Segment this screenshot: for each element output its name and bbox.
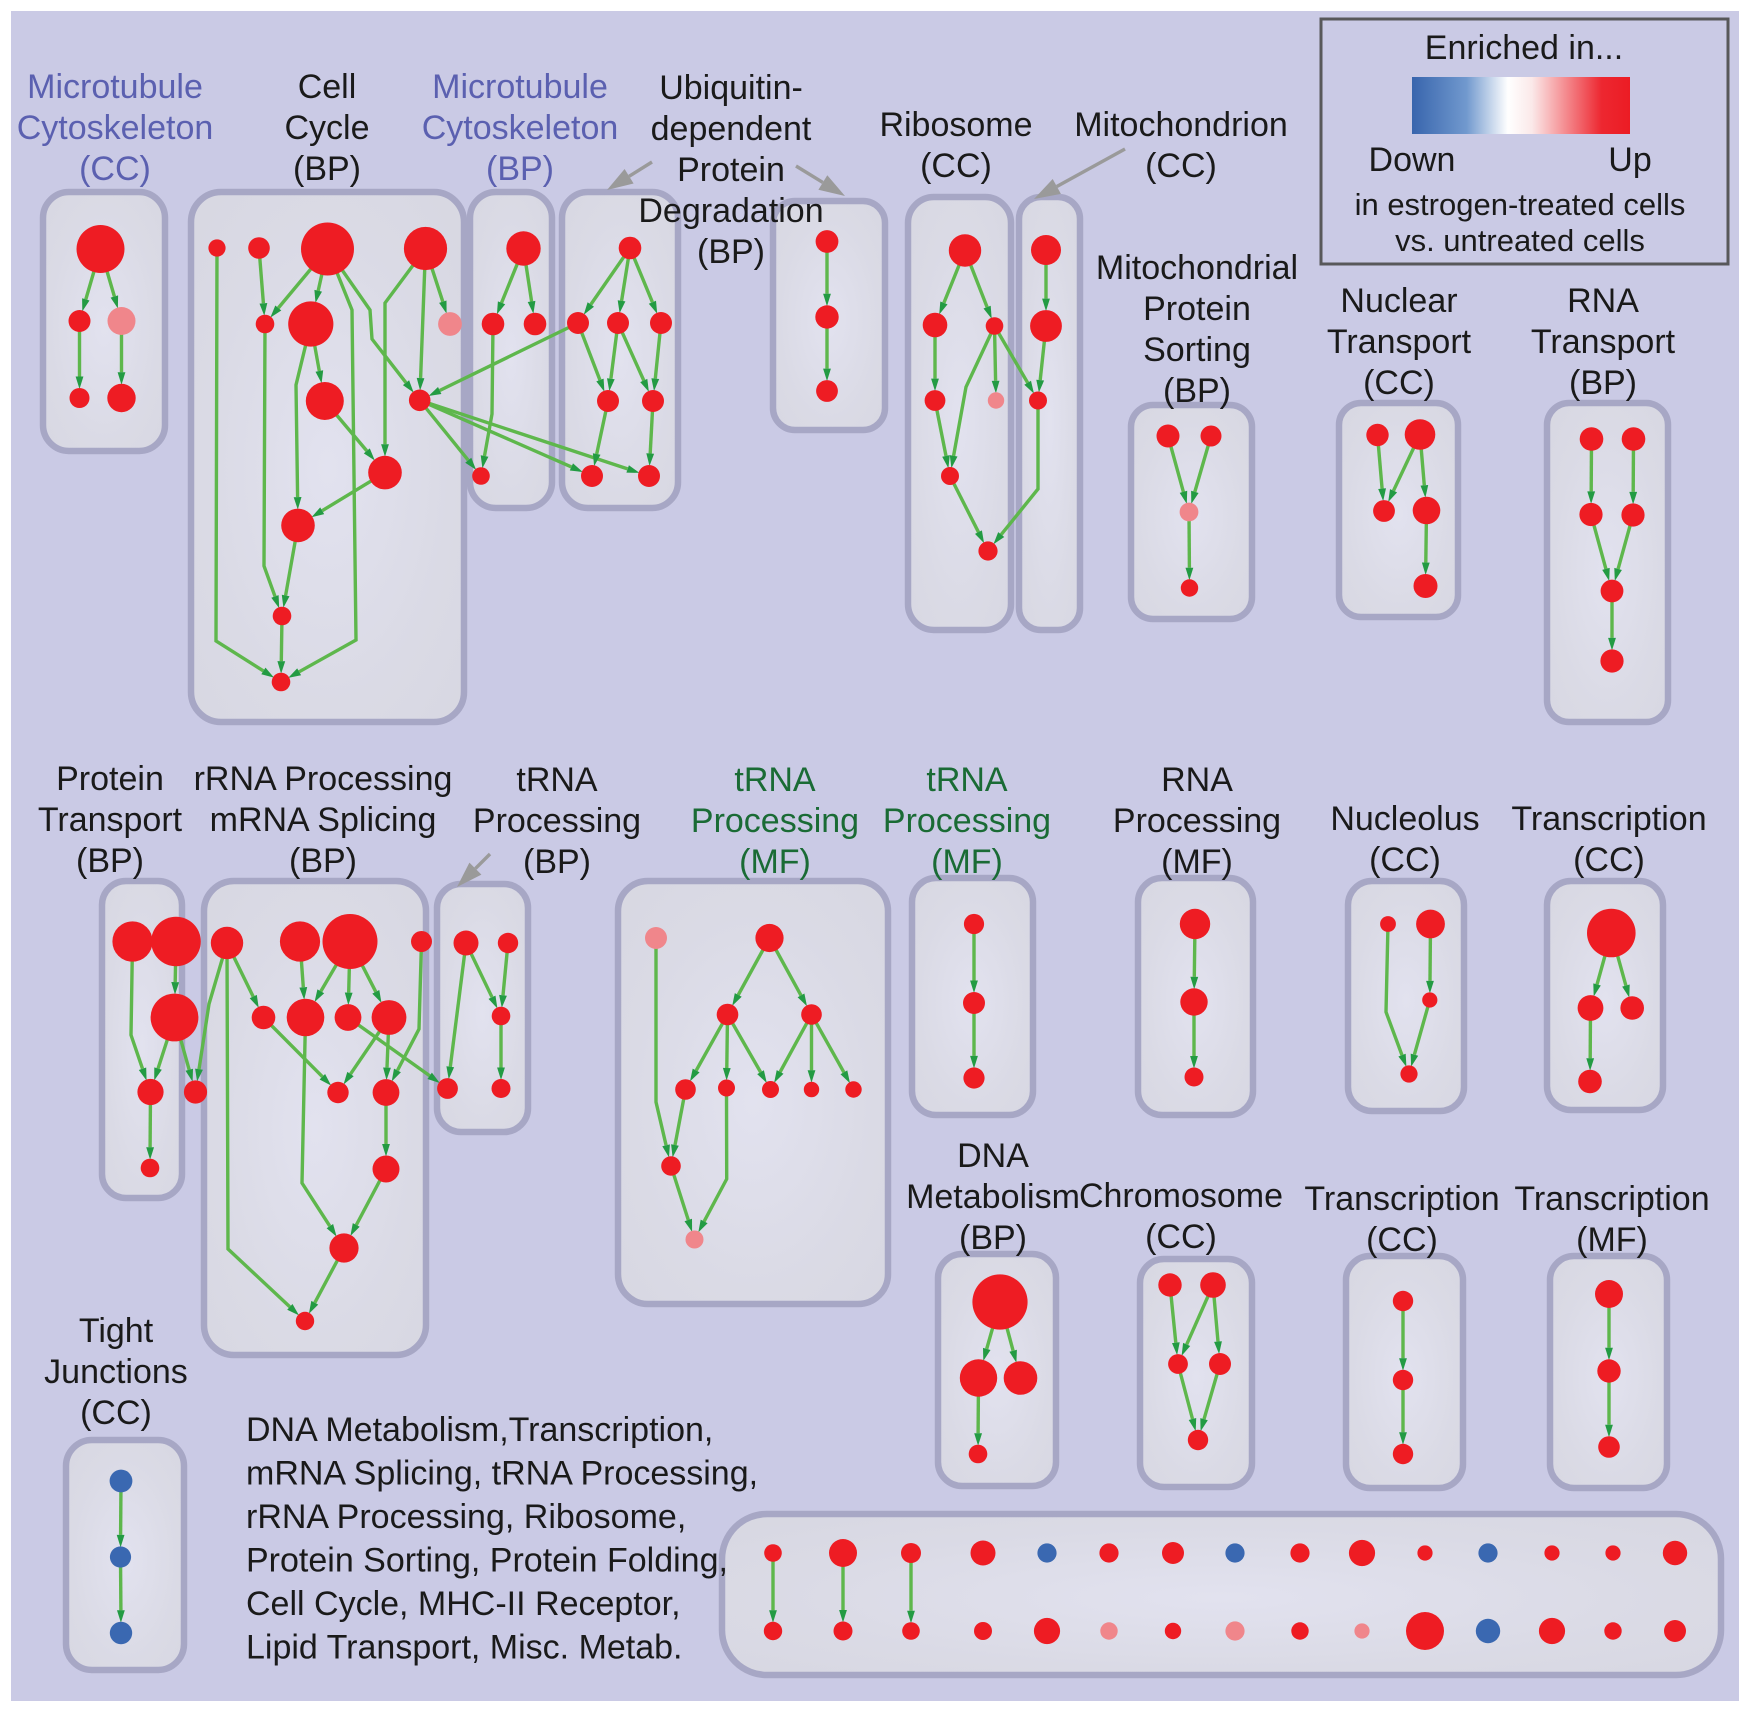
svg-text:Down: Down [1369,141,1456,179]
svg-text:Processing: Processing [883,802,1051,840]
svg-text:(MF): (MF) [739,843,811,881]
svg-text:Microtubule: Microtubule [27,68,203,106]
svg-text:dependent: dependent [651,110,812,148]
svg-text:Cell Cycle, MHC-II Receptor,: Cell Cycle, MHC-II Receptor, [246,1585,681,1623]
svg-text:(BP): (BP) [1569,364,1637,402]
svg-text:Transport: Transport [1531,323,1676,361]
svg-text:Ubiquitin-: Ubiquitin- [659,69,803,107]
svg-text:(CC): (CC) [1366,1221,1438,1259]
svg-text:(CC): (CC) [1573,841,1645,879]
svg-text:Mitochondrial: Mitochondrial [1096,249,1298,287]
svg-text:Cytoskeleton: Cytoskeleton [422,109,619,147]
svg-text:(CC): (CC) [920,147,992,185]
svg-text:Nuclear: Nuclear [1340,282,1457,320]
svg-text:Processing: Processing [473,802,641,840]
svg-text:Tight: Tight [79,1312,154,1350]
svg-text:(BP): (BP) [289,842,357,880]
svg-text:in estrogen-treated cells: in estrogen-treated cells [1355,187,1686,222]
svg-text:tRNA: tRNA [926,761,1008,799]
svg-text:tRNA: tRNA [734,761,816,799]
svg-text:Junctions: Junctions [44,1353,188,1391]
svg-text:(BP): (BP) [486,150,554,188]
svg-text:Transcription: Transcription [1514,1180,1709,1218]
svg-text:(BP): (BP) [959,1219,1027,1257]
svg-text:Sorting: Sorting [1143,331,1251,369]
svg-text:(MF): (MF) [1576,1221,1648,1259]
svg-text:Transport: Transport [1327,323,1472,361]
svg-text:(MF): (MF) [931,843,1003,881]
svg-text:tRNA: tRNA [516,761,598,799]
svg-text:vs. untreated cells: vs. untreated cells [1395,223,1645,258]
svg-text:Up: Up [1608,141,1651,179]
svg-text:Nucleolus: Nucleolus [1330,800,1479,838]
svg-text:(CC): (CC) [80,1394,152,1432]
svg-text:Cycle: Cycle [284,109,369,147]
svg-text:RNA: RNA [1567,282,1639,320]
svg-text:(CC): (CC) [1369,841,1441,879]
svg-text:Enriched in...: Enriched in... [1425,29,1623,67]
svg-text:rRNA Processing, Ribosome,: rRNA Processing, Ribosome, [246,1498,686,1536]
svg-text:DNA: DNA [957,1137,1029,1175]
svg-text:(CC): (CC) [1145,147,1217,185]
svg-text:Metabolism: Metabolism [906,1178,1080,1216]
svg-text:rRNA Processing: rRNA Processing [194,760,453,798]
svg-text:mRNA Splicing: mRNA Splicing [210,801,437,839]
svg-text:(CC): (CC) [1145,1218,1217,1256]
svg-text:Degradation: Degradation [638,192,823,230]
svg-text:Transcription: Transcription [1304,1180,1499,1218]
svg-text:Transcription: Transcription [1511,800,1706,838]
svg-text:DNA Metabolism,Transcription,: DNA Metabolism,Transcription, [246,1411,713,1449]
svg-text:Ribosome: Ribosome [879,106,1032,144]
svg-text:(BP): (BP) [523,843,591,881]
svg-text:Lipid Transport, Misc. Metab.: Lipid Transport, Misc. Metab. [246,1628,683,1666]
svg-text:Microtubule: Microtubule [432,68,608,106]
svg-text:RNA: RNA [1161,761,1233,799]
svg-text:(BP): (BP) [697,233,765,271]
svg-text:Protein: Protein [677,151,785,189]
svg-text:mRNA Splicing, tRNA Processing: mRNA Splicing, tRNA Processing, [246,1454,758,1492]
svg-text:(MF): (MF) [1161,843,1233,881]
svg-text:Protein: Protein [1143,290,1251,328]
svg-text:Protein Sorting, Protein Foldi: Protein Sorting, Protein Folding, [246,1541,728,1579]
svg-text:(CC): (CC) [79,150,151,188]
svg-text:Cytoskeleton: Cytoskeleton [17,109,214,147]
svg-text:Chromosome: Chromosome [1079,1177,1283,1215]
svg-text:Transport: Transport [38,801,183,839]
svg-text:(BP): (BP) [1163,372,1231,410]
svg-text:(BP): (BP) [76,842,144,880]
svg-text:(CC): (CC) [1363,364,1435,402]
svg-text:Protein: Protein [56,760,164,798]
svg-text:Cell: Cell [298,68,357,106]
svg-text:(BP): (BP) [293,150,361,188]
svg-text:Processing: Processing [1113,802,1281,840]
svg-text:Processing: Processing [691,802,859,840]
svg-text:Mitochondrion: Mitochondrion [1074,106,1288,144]
